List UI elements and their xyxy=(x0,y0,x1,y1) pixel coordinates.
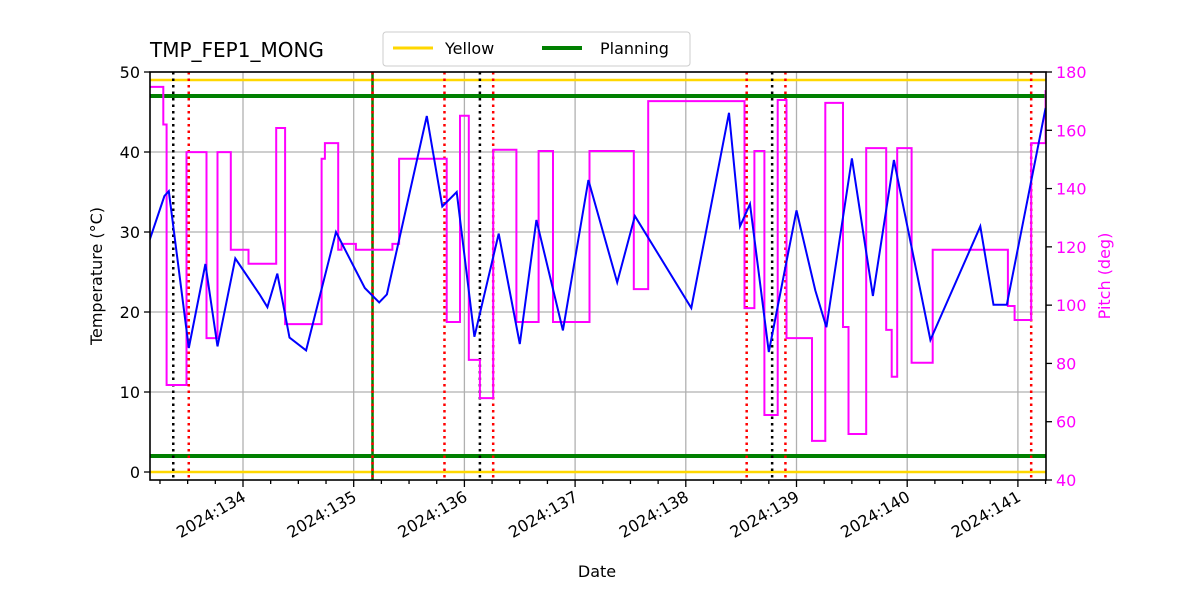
pitch-series-line xyxy=(150,85,1046,442)
y2-tick-label: 140 xyxy=(1056,180,1087,199)
y2-tick-label: 60 xyxy=(1056,413,1076,432)
chart-title: TMP_FEP1_MONG xyxy=(149,38,324,62)
x-axis-label: Date xyxy=(578,562,616,581)
y2-tick-label: 120 xyxy=(1056,238,1087,257)
y-axis-label: Temperature (°C) xyxy=(87,207,106,346)
y-tick-label: 40 xyxy=(120,143,140,162)
y-tick-label: 10 xyxy=(120,383,140,402)
vertical-event-markers xyxy=(172,72,1033,480)
y-tick-label: 30 xyxy=(120,223,140,242)
y2-axis-label: Pitch (deg) xyxy=(1095,233,1114,320)
y-tick-label: 20 xyxy=(120,303,140,322)
temperature-series-line xyxy=(150,107,1046,353)
y-tick-label: 0 xyxy=(130,463,140,482)
y-axis-ticks: 0 10 20 30 40 50 xyxy=(120,63,150,482)
y-tick-label: 50 xyxy=(120,63,140,82)
limit-lines xyxy=(150,78,1046,474)
legend-box xyxy=(382,31,691,67)
y2-tick-label: 40 xyxy=(1056,471,1076,490)
legend: Yellow Planning xyxy=(382,31,691,67)
y2-tick-label: 80 xyxy=(1056,354,1076,373)
y2-tick-label: 160 xyxy=(1056,121,1087,140)
legend-label-planning: Planning xyxy=(600,39,669,58)
y2-tick-label: 180 xyxy=(1056,63,1087,82)
plot-frame xyxy=(149,71,1047,481)
y2-axis-ticks: 40 60 80 100 120 140 160 180 xyxy=(1046,63,1087,490)
y2-tick-label: 100 xyxy=(1056,296,1087,315)
legend-label-yellow: Yellow xyxy=(444,39,494,58)
